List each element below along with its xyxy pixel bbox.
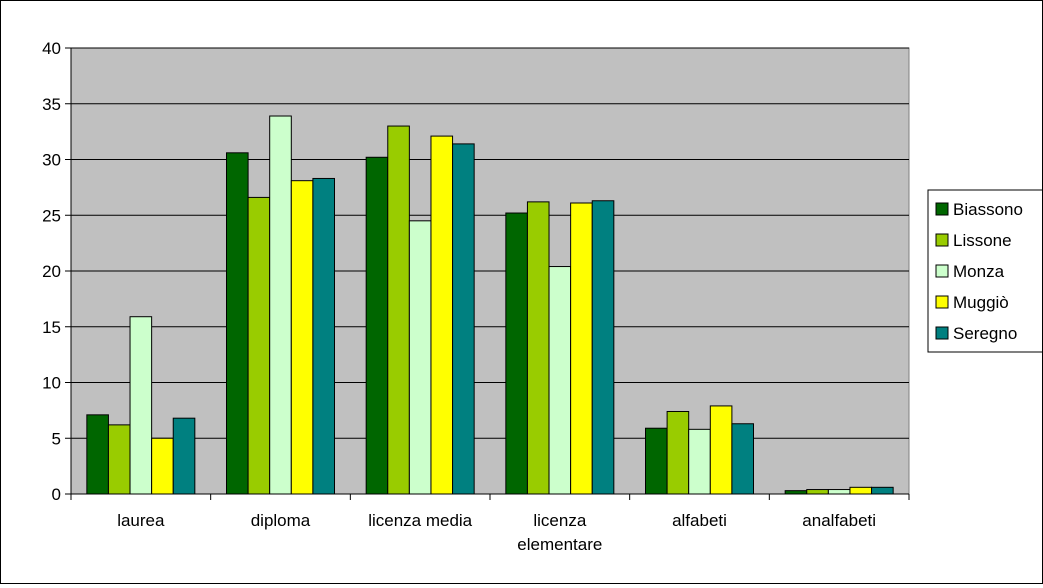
y-tick-label: 5	[52, 429, 61, 448]
bar-biassono-4	[645, 427, 668, 495]
bar-lissone-5	[806, 489, 829, 495]
bars	[86, 115, 894, 495]
bar-lissone-4	[666, 410, 690, 495]
x-tick-label: laurea	[117, 511, 165, 530]
bar-monza-0	[129, 316, 153, 495]
bar-seregno-5	[871, 486, 894, 495]
y-tick-label: 25	[42, 206, 61, 225]
legend: Biassono Lissone Monza Muggiò Seregno	[927, 189, 1043, 353]
bar-seregno-1	[312, 177, 335, 495]
legend-swatch	[935, 295, 949, 309]
bar-biassono-5	[784, 490, 808, 495]
y-tick-label: 10	[42, 374, 61, 393]
legend-swatch	[935, 326, 949, 340]
bar-seregno-0	[172, 417, 196, 495]
x-tick-label: licenza media	[368, 511, 472, 530]
legend-label: Seregno	[953, 324, 1017, 343]
legend-swatch	[935, 202, 949, 216]
legend-swatch	[935, 233, 949, 247]
bar-lissone-3	[526, 201, 550, 495]
bar-seregno-2	[452, 143, 475, 495]
y-tick-label: 20	[42, 262, 61, 281]
bar-muggi--5	[849, 486, 873, 495]
y-tick-label: 30	[42, 151, 61, 170]
legend-label: Biassono	[953, 200, 1023, 219]
legend-label: Lissone	[953, 231, 1012, 250]
x-tick-label: diploma	[251, 511, 311, 530]
bar-muggi--1	[290, 180, 314, 495]
bar-monza-5	[827, 489, 851, 495]
x-tick-label: licenza	[533, 511, 586, 530]
bar-lissone-2	[387, 125, 410, 495]
legend-label: Monza	[953, 262, 1005, 281]
bar-muggi--0	[151, 437, 174, 495]
bar-biassono-0	[86, 414, 109, 495]
legend-swatch	[935, 264, 949, 278]
bar-monza-3	[548, 266, 572, 495]
bar-monza-4	[688, 428, 711, 495]
bar-biassono-3	[505, 212, 528, 495]
bar-biassono-2	[365, 156, 389, 495]
bar-lissone-0	[107, 424, 131, 495]
x-tick-label: alfabeti	[672, 511, 727, 530]
bar-biassono-1	[226, 152, 249, 495]
x-axis-ticks: laurea diploma licenza media licenza element…	[70, 494, 910, 554]
legend-label: Muggiò	[953, 293, 1009, 312]
bar-muggi--4	[709, 405, 733, 495]
bar-seregno-3	[591, 200, 615, 495]
y-axis-ticks: 0 5 10 15 20 25 30 35 40	[42, 39, 71, 504]
y-tick-label: 15	[42, 318, 61, 337]
bar-monza-2	[408, 220, 432, 495]
bar-monza-1	[269, 115, 292, 495]
bar-muggi--2	[430, 135, 454, 495]
x-tick-label: elementare	[517, 535, 602, 554]
bar-lissone-1	[247, 196, 271, 495]
bar-muggi--3	[570, 202, 593, 495]
x-tick-label: analfabeti	[802, 511, 876, 530]
bar-seregno-4	[731, 423, 755, 495]
y-tick-label: 35	[42, 95, 61, 114]
y-tick-label: 0	[52, 485, 61, 504]
gridlines	[71, 47, 909, 439]
y-tick-label: 40	[42, 39, 61, 58]
